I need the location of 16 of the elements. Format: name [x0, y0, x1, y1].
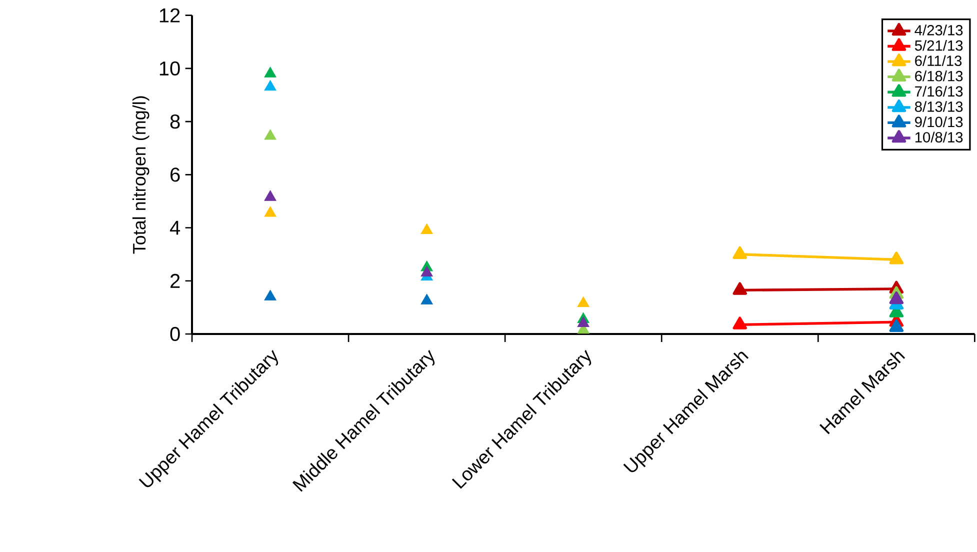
legend-label: 5/21/13 [914, 40, 963, 51]
y-tick-label: 6 [170, 168, 180, 182]
y-tick-label: 4 [170, 220, 180, 235]
legend-label: 10/8/13 [915, 132, 963, 142]
y-tick-label: 2 [170, 274, 180, 288]
y-tick-label: 0 [170, 326, 180, 342]
legend-label: 6/11/13 [915, 55, 962, 66]
legend-label: 4/23/13 [914, 24, 963, 36]
legend-label: 7/16/13 [915, 86, 963, 97]
y-tick-label: 10 [160, 61, 180, 76]
legend-label: 6/18/13 [915, 70, 963, 82]
legend-label: 9/10/13 [915, 116, 963, 128]
y-tick-label: 12 [160, 8, 180, 22]
y-tick-label: 8 [170, 114, 180, 129]
y-axis-title: Total nitrogen (mg/l) [132, 96, 150, 254]
legend-label: 8/13/13 [914, 101, 963, 112]
